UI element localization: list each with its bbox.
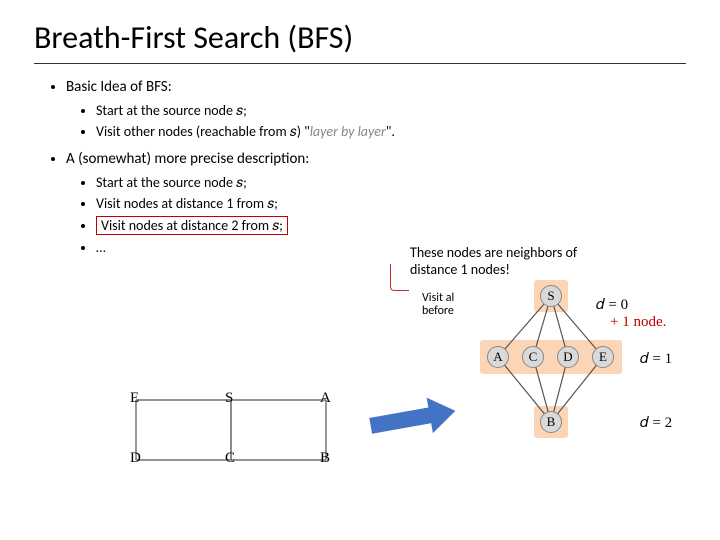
layer-by-layer: layer by layer — [310, 123, 386, 140]
g2-node-s: S — [540, 285, 562, 307]
bullet-precise: A (somewhat) more precise description: S… — [66, 150, 684, 256]
arrow-body — [369, 407, 433, 434]
visit-prefix: Visit other nodes (reachable from 𝑠) " — [96, 123, 310, 140]
p1: Start at the source node 𝑠; — [96, 174, 684, 191]
g1-node-b: B — [320, 450, 330, 467]
sub-visit-other: Visit other nodes (reachable from 𝑠) "la… — [96, 123, 684, 140]
partial-text: Visit al before — [422, 292, 472, 318]
sn1: Visit al — [422, 291, 454, 305]
d1: 𝑑 = 1 — [640, 350, 672, 368]
graph-right: S ACDE B — [480, 280, 700, 470]
p3-wrap: Visit nodes at distance 2 from 𝑠; — [96, 216, 684, 235]
sn2: before — [422, 304, 454, 318]
arrow-head — [427, 393, 459, 433]
d2: 𝑑 = 2 — [640, 414, 672, 432]
d0-text: 𝑑 = 0 — [596, 297, 628, 313]
arrow-icon — [367, 390, 463, 445]
graph-left: E S A D C B — [120, 390, 350, 510]
g1-node-s: S — [225, 390, 233, 407]
g2-node-a: A — [487, 346, 509, 368]
sub-start-source: Start at the source node 𝑠; — [96, 102, 684, 119]
g2-node-d: D — [557, 346, 579, 368]
g2-node-e: E — [592, 346, 614, 368]
g2-node-b: B — [540, 411, 562, 433]
p3-highlight: Visit nodes at distance 2 from 𝑠; — [96, 216, 288, 235]
p2: Visit nodes at distance 1 from 𝑠; — [96, 195, 684, 212]
d0: 𝑑 = 0 — [596, 296, 666, 314]
bullet-basic-idea: Basic Idea of BFS: Start at the source n… — [66, 78, 684, 140]
content-area: Basic Idea of BFS: Start at the source n… — [0, 78, 720, 256]
g1-node-a: A — [320, 390, 331, 407]
plus1: + 1 node. — [610, 314, 666, 331]
title-underline — [34, 63, 686, 64]
callout-neighbors: These nodes are neighbors of distance 1 … — [408, 242, 628, 280]
slide-title: Breath-First Search (BFS) — [0, 0, 720, 63]
g2-node-c: C — [522, 346, 544, 368]
g1-node-e: E — [130, 390, 139, 407]
visit-suffix: ". — [386, 123, 395, 140]
g1-node-d: D — [130, 450, 141, 467]
g1-node-c: C — [225, 450, 235, 467]
basic-idea-text: Basic Idea of BFS: — [66, 78, 172, 96]
dlabel-group: 𝑑 = 0 + 1 node. — [596, 296, 666, 331]
precise-text: A (somewhat) more precise description: — [66, 150, 309, 168]
